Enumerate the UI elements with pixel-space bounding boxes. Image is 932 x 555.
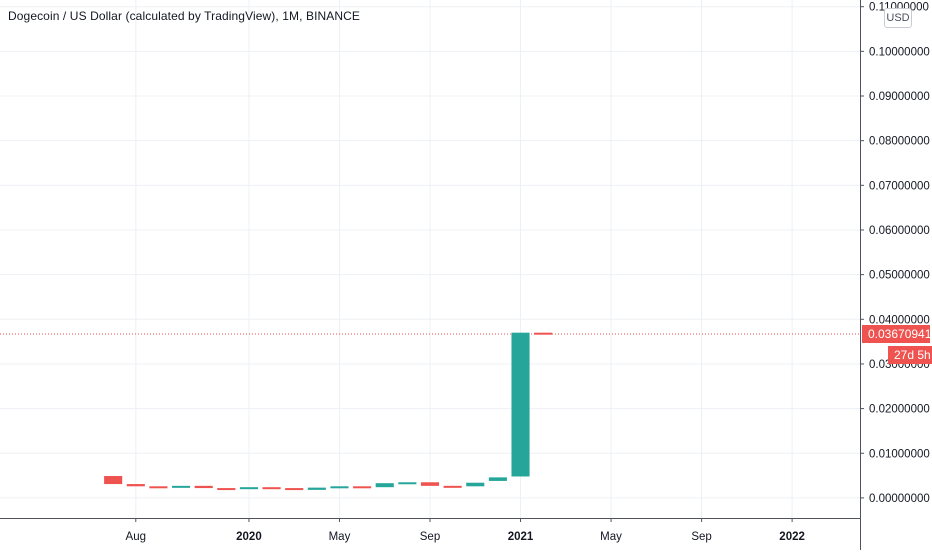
y-tick-label: 0.11000000 [869,2,929,14]
candle-down[interactable] [217,488,236,491]
candle-down[interactable] [149,486,168,489]
candle-up[interactable] [398,482,417,485]
bar-countdown-label: 27d 5h [888,345,932,364]
x-tick-label: May [600,531,622,543]
y-tick-label: 0.01000000 [869,448,930,460]
y-tick-label: 0.09000000 [869,91,930,103]
candle-up[interactable] [307,487,326,490]
candle-down[interactable] [194,485,213,489]
x-tick-label: 2022 [779,531,805,543]
x-tick-label: 2021 [508,531,534,543]
last-price-label: 0.03670941 [862,324,931,343]
candle-down[interactable] [534,332,553,335]
y-tick-label: 0.08000000 [869,136,930,148]
candle-up[interactable] [172,485,191,488]
y-tick-label: 0.05000000 [869,270,930,282]
candle-down[interactable] [443,485,462,488]
x-tick-label: Sep [420,531,440,543]
candle-up[interactable] [488,477,507,481]
candle-up[interactable] [330,486,349,489]
candle-down[interactable] [285,488,304,491]
y-tick-label: 0.07000000 [869,180,930,192]
candle-up[interactable] [375,483,394,488]
y-tick-label: 0.10000000 [869,46,930,58]
candle-down[interactable] [126,484,145,487]
x-tick-label: 2020 [236,531,262,543]
y-tick-label: 0.06000000 [869,225,930,237]
currency-button[interactable]: USD [884,8,912,28]
y-tick-label: 0.02000000 [869,404,930,416]
x-tick-label: Aug [126,531,146,543]
candle-down[interactable] [420,482,440,486]
x-tick-label: Sep [691,531,711,543]
x-tick-label: May [329,531,351,543]
candle-up[interactable] [511,332,530,477]
candle-down[interactable] [353,486,372,489]
y-tick-label: 0.00000000 [869,493,930,505]
candle-up[interactable] [466,482,485,487]
chart-title: Dogecoin / US Dollar (calculated by Trad… [8,9,361,23]
y-tick-label: 0.04000000 [869,314,930,326]
candle-down[interactable] [104,476,123,485]
candle-up[interactable] [239,487,258,490]
candle-down[interactable] [262,487,281,490]
